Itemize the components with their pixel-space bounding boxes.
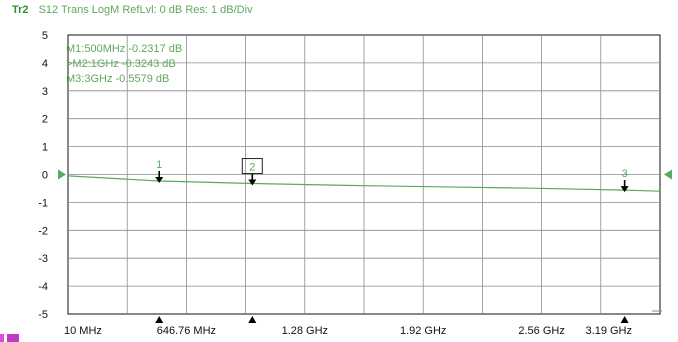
y-tick-label: 2 — [42, 114, 48, 126]
markers-group[interactable]: 1 2 3 — [155, 158, 629, 323]
status-swatch-left — [0, 334, 4, 342]
marker-stimulus-triangle — [248, 316, 257, 323]
y-tick-label: -5 — [38, 309, 48, 321]
marker-2[interactable]: 2 — [241, 158, 263, 323]
marker-1[interactable]: 1 — [155, 159, 164, 323]
marker-readouts: M1:500MHz -0.2317 dB >M2:1GHz -0.3243 dB M… — [66, 43, 182, 85]
y-tick-label: -3 — [38, 253, 48, 265]
trace-header: Tr2 S12 Trans LogM RefLvl: 0 dB Res: 1 d… — [12, 4, 253, 16]
marker-label: 1 — [156, 159, 162, 171]
trace-line — [67, 175, 661, 192]
x-tick-label: 1.28 GHz — [282, 325, 328, 337]
x-tick-label: 2.56 GHz — [518, 325, 564, 337]
y-tick-label: 3 — [42, 86, 48, 98]
trace-name[interactable]: Tr2 — [12, 4, 29, 16]
marker-label: 3 — [622, 168, 628, 180]
marker-arrow — [248, 179, 257, 186]
marker-arrow — [620, 186, 629, 193]
trace-line-group — [67, 175, 661, 192]
grid-lines — [68, 35, 660, 314]
misc-indicators — [0, 169, 672, 342]
marker-label: 2 — [249, 162, 255, 174]
ref-level-right-triangle — [664, 169, 672, 180]
y-tick-label: 5 — [42, 30, 48, 42]
marker-readout: >M2:1GHz -0.3243 dB — [66, 58, 176, 70]
marker-3[interactable]: 3 — [620, 168, 629, 323]
ref-level-left-triangle — [58, 169, 66, 180]
marker-readout: M3:3GHz -0.5579 dB — [66, 73, 169, 85]
x-tick-label: 1.92 GHz — [400, 325, 446, 337]
y-tick-label: -4 — [38, 281, 48, 293]
y-tick-label: 4 — [42, 58, 48, 70]
marker-stimulus-triangle — [620, 316, 629, 323]
y-tick-label: -2 — [38, 225, 48, 237]
active-marker-box — [241, 158, 263, 175]
x-tick-label: 3.19 GHz — [586, 325, 632, 337]
trace-info: S12 Trans LogM RefLvl: 0 dB Res: 1 dB/Di… — [38, 4, 253, 16]
marker-arrow — [155, 176, 164, 183]
y-tick-label: -1 — [38, 197, 48, 209]
x-tick-labels: 10 MHz 646.76 MHz 1.28 GHz 1.92 GHz 2.56 GHz… — [64, 325, 632, 337]
x-tick-label: 646.76 MHz — [157, 325, 216, 337]
y-tick-labels: 5 4 3 2 1 0 -1 -2 -3 -4 -5 — [38, 30, 48, 321]
y-tick-label: 1 — [42, 142, 48, 154]
marker-readout: M1:500MHz -0.2317 dB — [66, 43, 182, 55]
marker-stimulus-triangle — [155, 316, 164, 323]
status-swatch-right — [7, 334, 19, 342]
x-tick-label: 10 MHz — [64, 325, 102, 337]
y-tick-label: 0 — [42, 170, 48, 182]
